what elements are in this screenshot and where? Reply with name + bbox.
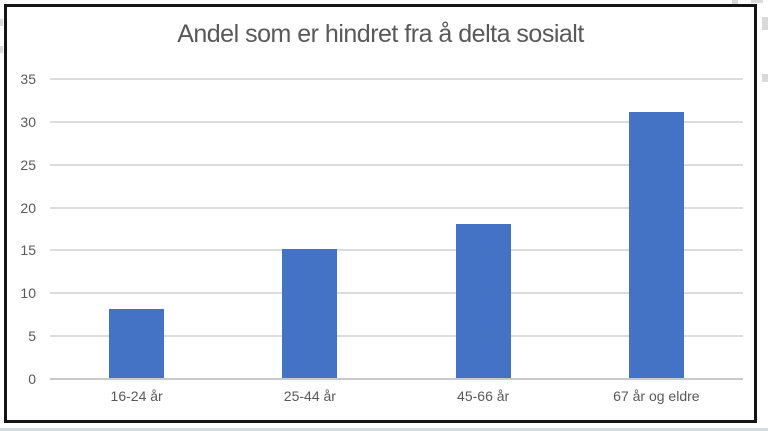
x-axis-category-label: 67 år og eldre — [613, 388, 700, 404]
gridline — [50, 292, 743, 295]
gridline — [50, 120, 743, 123]
bar-45-66 år[interactable] — [455, 223, 511, 378]
gridline — [50, 206, 743, 209]
screen-artifact — [762, 74, 768, 82]
gridline — [50, 78, 743, 80]
screen-artifact — [0, 46, 3, 53]
y-axis-tick-label: 5 — [28, 328, 36, 345]
x-axis-category-label: 16-24 år — [110, 388, 163, 404]
y-axis-tick-label: 15 — [20, 242, 36, 259]
y-axis-tick-label: 10 — [20, 285, 36, 302]
x-axis-category-label: 25-44 år — [283, 388, 336, 404]
gridline — [50, 163, 743, 166]
screen-artifact — [762, 17, 768, 30]
chart-title: Andel som er hindret fra å delta sosialt — [177, 20, 584, 48]
window-edge-line — [0, 428, 768, 431]
plot-area: 0 5 10 15 20 25 30 35 16-24 år 25-44 år 45-66 år 67… — [20, 71, 743, 404]
screen-artifact — [751, 0, 763, 3]
screen-artifact — [0, 19, 3, 26]
bar-25-44 år[interactable] — [282, 249, 338, 378]
chart-frame[interactable]: Andel som er hindret fra å delta sosialt… — [4, 4, 757, 423]
screen-artifact — [732, 0, 738, 4]
bar-67 år og eldre[interactable] — [628, 112, 684, 378]
x-axis-category-label: 45-66 år — [457, 388, 510, 404]
gridline — [50, 249, 743, 252]
bar-16-24 år[interactable] — [109, 309, 165, 378]
x-axis-line — [50, 378, 743, 380]
gridline — [50, 335, 743, 338]
y-axis-tick-label: 0 — [28, 371, 36, 387]
y-axis-tick-label: 35 — [20, 71, 36, 87]
y-axis-tick-label: 20 — [20, 199, 36, 216]
y-axis-tick-label: 25 — [20, 156, 36, 173]
y-axis-tick-label: 30 — [20, 113, 36, 130]
